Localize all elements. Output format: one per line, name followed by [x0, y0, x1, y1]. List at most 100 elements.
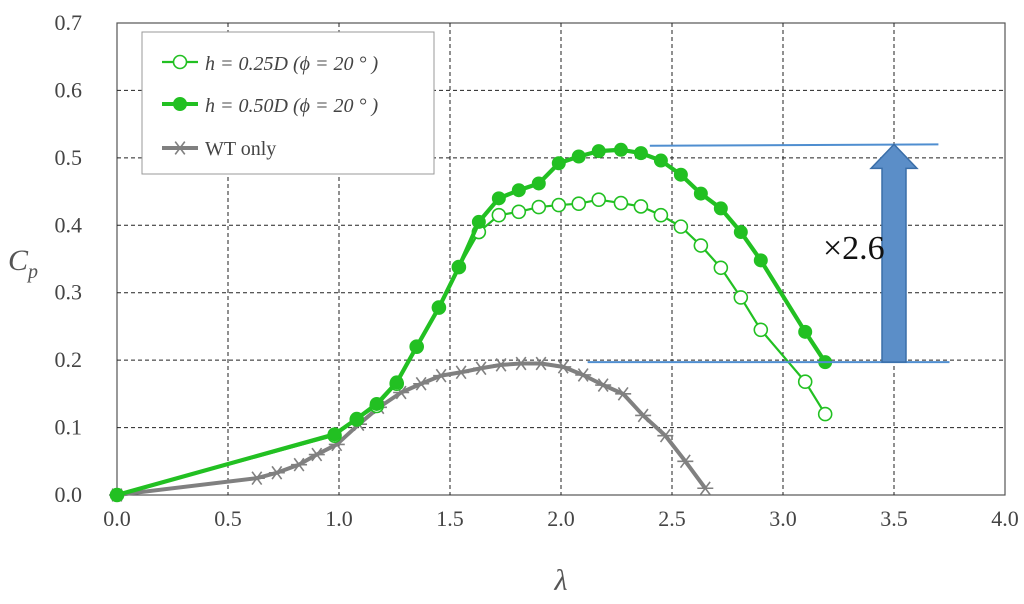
- data-point-wt-only-stroke: [455, 365, 467, 380]
- data-point-h025: [653, 207, 669, 223]
- data-point-wt-only: [615, 386, 632, 401]
- data-point-wt-only: [635, 408, 652, 423]
- legend-label-h025: h = 0.25D (ϕ = 20 ° ): [205, 53, 378, 75]
- data-point-h050: [653, 153, 668, 168]
- data-point-h050: [753, 253, 768, 268]
- data-point-wt-only: [433, 368, 450, 383]
- legend-label-wt-only: WT only: [205, 138, 276, 160]
- data-point-wt-only: [308, 447, 325, 462]
- data-point-h050: [571, 149, 586, 164]
- data-point-h025: [491, 207, 507, 223]
- x-axis-label: λ: [554, 564, 568, 597]
- y-tick-label: 0.2: [55, 347, 83, 372]
- data-point-h025: [797, 374, 813, 390]
- y-axis-label: Cp: [8, 244, 38, 283]
- data-point-h025: [753, 322, 769, 338]
- data-point-wt-only-stroke: [557, 360, 569, 374]
- x-tick-label: 0.5: [214, 506, 242, 531]
- y-axis-label-sub: p: [26, 261, 38, 283]
- x-tick-label: 3.0: [769, 506, 797, 531]
- data-point-h050: [451, 260, 466, 275]
- data-point-h050: [327, 427, 342, 442]
- y-tick-label: 0.3: [55, 280, 83, 305]
- legend-marker-wt-only-stroke: [174, 141, 186, 155]
- data-point-h050: [431, 300, 446, 315]
- y-tick-label: 0.4: [55, 212, 83, 237]
- data-point-h050: [798, 324, 813, 339]
- data-point-wt-only-stroke: [535, 356, 547, 371]
- data-point-wt-only: [268, 465, 285, 480]
- data-point-wt-only: [413, 376, 430, 391]
- data-point-h050: [693, 186, 708, 201]
- data-point-h025: [551, 197, 567, 213]
- y-tick-label: 0.7: [55, 10, 83, 35]
- series-layer: [109, 142, 833, 503]
- data-point-wt-only-stroke: [271, 465, 283, 480]
- y-axis-label-main: C: [8, 244, 29, 277]
- legend: h = 0.25D (ϕ = 20 ° ) h = 0.50D (ϕ = 20 …: [141, 31, 435, 175]
- data-point-h025: [571, 196, 587, 212]
- data-point-h050: [633, 146, 648, 161]
- data-point-h050: [491, 191, 506, 206]
- data-point-h050: [733, 225, 748, 240]
- legend-marker-h050: [173, 97, 187, 111]
- y-tick-labels: 0.0 0.1 0.2 0.3 0.4 0.5 0.6 0.7: [55, 10, 83, 507]
- data-point-wt-only-stroke: [415, 376, 427, 391]
- data-point-wt-only-stroke: [699, 481, 711, 496]
- data-point-h025: [713, 260, 729, 276]
- data-point-wt-only-stroke: [515, 356, 527, 371]
- ratio-annotation: ×2.6: [823, 230, 885, 267]
- data-point-wt-only: [533, 356, 550, 371]
- legend-marker-wt-only: [172, 141, 188, 155]
- data-point-h050: [591, 144, 606, 159]
- data-point-wt-only-stroke: [495, 357, 507, 372]
- data-point-wt-only-stroke: [435, 368, 447, 383]
- x-tick-label: 4.0: [991, 506, 1019, 531]
- data-point-wt-only: [473, 361, 490, 376]
- data-point-wt-only-stroke: [251, 471, 263, 486]
- data-point-h050: [389, 375, 404, 390]
- x-tick-label: 1.0: [325, 506, 353, 531]
- x-tick-label: 3.5: [880, 506, 908, 531]
- data-point-wt-only-stroke: [617, 386, 629, 401]
- data-point-h050: [110, 488, 124, 502]
- legend-label-h050: h = 0.50D (ϕ = 20 ° ): [205, 95, 378, 117]
- data-point-h025: [633, 199, 649, 214]
- x-tick-label: 1.5: [436, 506, 464, 531]
- x-tick-label: 0.0: [103, 506, 131, 531]
- data-point-wt-only: [453, 365, 470, 380]
- data-point-wt-only: [291, 457, 308, 472]
- data-point-h050: [713, 201, 728, 216]
- y-tick-label: 0.6: [55, 77, 83, 102]
- data-point-wt-only: [575, 368, 592, 382]
- data-point-h025: [673, 219, 689, 234]
- data-point-wt-only-stroke: [293, 457, 305, 472]
- data-point-h025: [817, 406, 833, 422]
- data-point-h050: [613, 142, 628, 157]
- data-point-h050: [471, 214, 486, 229]
- data-point-h025: [733, 290, 749, 305]
- data-point-h050: [531, 176, 546, 191]
- data-point-h025: [613, 195, 629, 211]
- x-tick-label: 2.5: [658, 506, 686, 531]
- data-point-wt-only-stroke: [395, 385, 407, 400]
- data-point-wt-only: [248, 471, 265, 486]
- reference-line: [649, 143, 939, 147]
- y-tick-label: 0.0: [55, 482, 83, 507]
- x-tick-label: 2.0: [547, 506, 575, 531]
- data-point-h025: [531, 199, 547, 215]
- data-point-h050: [409, 339, 424, 354]
- annotation-layer: ×2.6: [587, 143, 950, 364]
- data-point-h050: [349, 411, 364, 426]
- data-point-wt-only: [513, 356, 530, 371]
- legend-symbols: [162, 54, 198, 155]
- data-point-h050: [369, 396, 384, 411]
- data-point-wt-only-stroke: [475, 361, 487, 376]
- data-point-wt-only-stroke: [311, 447, 323, 462]
- data-point-h050: [551, 156, 566, 171]
- x-tick-labels: 0.0 0.5 1.0 1.5 2.0 2.5 3.0 3.5 4.0: [103, 506, 1019, 531]
- data-point-wt-only: [595, 378, 612, 392]
- data-point-wt-only: [697, 481, 714, 496]
- data-point-wt-only: [493, 357, 510, 372]
